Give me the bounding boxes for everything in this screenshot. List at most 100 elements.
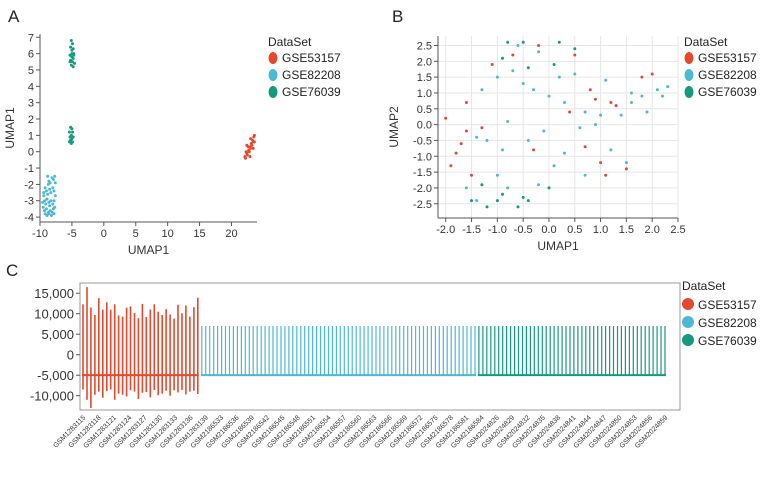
panel-b-point-gse53157 [614,104,618,108]
panel-a-point-gse76039 [67,130,71,134]
panel-a-legend-label-gse82208: GSE82208 [282,68,341,82]
panel-c-y-tick-label: 0 [67,348,74,363]
panel-b-x-tick-label: -1.0 [488,224,507,236]
panel-b-x-tick-label: 2.5 [670,224,685,236]
panel-b-point-gse53157 [650,72,654,76]
panel-b-point-gse82208 [542,129,546,133]
panel-b-x-tick-label: 2.0 [645,224,660,236]
panel-a-y-tick-label: -3 [24,196,34,208]
panel-b-point-gse53157 [444,116,448,120]
panel-b-y-tick-label: 0.0 [417,120,432,132]
panel-b-point-gse82208 [666,85,670,89]
panel-b-point-gse76039 [501,192,504,196]
panel-a-point-gse76039 [71,42,74,46]
panel-b-legend-title: DataSet [684,35,728,49]
panel-b-point-gse76039 [552,63,556,66]
panel-b-x-tick-label: 1.0 [593,224,608,236]
panel-b-point-gse82208 [475,199,479,203]
panel-a-point-gse76039 [68,60,72,64]
panel-c-y-tick-label: -10,000 [30,389,74,404]
panel-a-point-gse82208 [42,191,46,195]
panel-a-legend-label-gse76039: GSE76039 [282,85,341,99]
panel-a-point-gse76039 [69,39,73,42]
panel-a-x-tick-label: 5 [133,228,139,240]
panel-b-point-gse82208 [552,164,556,168]
panel-a-y-tick-label: 2 [28,114,34,126]
panel-a-legend-title: DataSet [268,35,312,49]
panel-a-y-tick-label: 0 [28,147,34,159]
panel-b-point-gse53157 [459,142,463,146]
panel-b-point-gse76039 [521,195,525,199]
panel-c-legend-label-gse82208: GSE82208 [698,316,757,330]
panel-a-y-tick-label: -4 [24,212,34,224]
umap-panel-a: -10 -5 0 5 10 15 20-4-3-2-101234567UMAP1UMAP1D… [3,32,341,257]
panel-a-point-gse82208 [42,194,46,198]
panel-a-point-gse82208 [51,178,55,181]
panel-b-point-gse82208 [537,50,541,54]
panel-b-point-gse82208 [547,94,551,98]
panel-b-point-gse82208 [624,161,628,165]
panel-b-point-gse53157 [480,126,484,130]
panel-b-point-gse53157 [573,53,577,57]
panel-b-point-gse53157 [640,75,644,79]
panel-a-point-gse82208 [48,204,52,208]
panel-b-legend-label-gse76039: GSE76039 [698,85,757,99]
panel-a-x-tick-label: -5 [67,228,77,240]
panel-b-x-axis-label: UMAP1 [537,239,579,253]
panel-c-legend-key-gse53157 [682,298,694,310]
panel-b-point-gse82208 [599,113,603,117]
panel-b-point-gse53157 [599,161,603,165]
panel-b-point-gse76039 [557,40,561,44]
panel-a-point-gse76039 [69,142,73,145]
panel-b-point-gse82208 [495,75,499,79]
panel-b-point-gse76039 [516,205,520,209]
panel-b-point-gse82208 [593,123,597,127]
panel-label-b: B [392,7,403,26]
panel-c-y-tick-label: 10,000 [34,307,74,322]
panel-b-y-tick-label: 2.5 [417,40,432,52]
panel-b-point-gse76039 [526,66,530,70]
panel-b-point-gse53157 [583,145,587,149]
panel-a-point-gse82208 [41,205,45,209]
panel-b-point-gse76039 [506,40,510,44]
panel-label-c: C [6,261,18,280]
panel-b-y-tick-label: 2.0 [417,56,432,68]
panel-b-point-gse82208 [532,88,535,92]
panel-a-y-tick-label: 1 [28,130,34,142]
panel-a-x-tick-label: 0 [101,228,107,240]
panel-a-point-gse53157 [252,133,256,137]
panel-b-point-gse53157 [537,44,541,47]
panel-a-point-gse53157 [251,146,255,150]
panel-b-x-tick-label: -0.5 [514,224,533,236]
panel-b-point-gse82208 [501,148,504,152]
panel-c-legend-key-gse76039 [682,334,694,346]
panel-b-point-gse82208 [619,113,623,117]
panel-b-point-gse76039 [526,199,530,203]
panel-a-point-gse82208 [44,207,48,211]
panel-b-point-gse82208 [516,44,520,47]
panel-b-point-gse53157 [454,151,458,155]
panel-b-point-gse76039 [470,199,473,203]
panel-b-point-gse76039 [547,186,551,190]
panel-b-point-gse82208 [521,82,525,85]
panel-b-point-gse53157 [511,53,515,57]
panel-b-point-gse82208 [583,173,587,177]
panel-c-y-tick-label: 5,000 [41,327,74,342]
panel-a-point-gse82208 [48,187,52,191]
umap-panel-b: -2.0 -1.5 -1.0 -0.5 0.0 0.5 1.0 1.5 2.0 2.5 -2.5 -2… [387,35,757,253]
panel-a-point-gse82208 [52,212,56,216]
panel-a-y-tick-label: 7 [28,32,34,44]
panel-c-y-tick-label: -5,000 [37,368,74,383]
panel-c-legend-key-gse82208 [682,316,694,328]
panel-a-point-gse53157 [249,137,253,141]
panel-b-point-gse53157 [568,110,572,114]
panel-a-x-tick-label: 10 [162,228,174,240]
panel-b-point-gse82208 [537,183,541,187]
panel-a-point-gse82208 [53,205,57,209]
panel-b-point-gse82208 [495,173,499,177]
panel-a-point-gse53157 [244,150,248,154]
panel-a-point-gse53157 [245,143,249,147]
panel-b-point-gse82208 [563,151,566,155]
panel-b-y-tick-label: -1.5 [413,167,432,179]
